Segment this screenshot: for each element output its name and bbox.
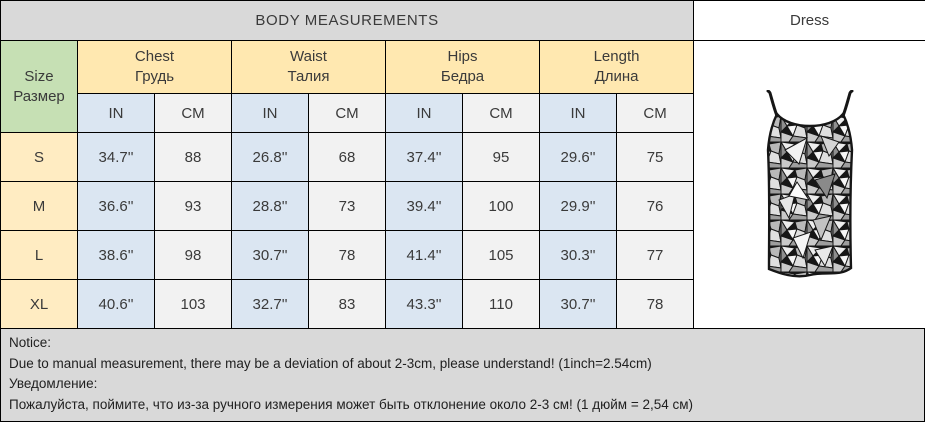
measurement-cell: 34.7'' <box>77 132 155 182</box>
measurement-cell: 29.9'' <box>539 181 617 231</box>
measurement-cell: 43.3'' <box>385 279 463 329</box>
table-row-l: L 38.6'' 98 30.7'' 78 41.4'' 105 30.3'' … <box>0 230 925 280</box>
measurement-cell: 110 <box>462 279 540 329</box>
notice-text-en: Due to manual measurement, there may be … <box>9 355 652 371</box>
measurement-cell: 105 <box>462 230 540 280</box>
measurement-cell: 41.4'' <box>385 230 463 280</box>
page-title: BODY MEASUREMENTS <box>0 0 695 41</box>
measurement-cell: 26.8'' <box>231 132 309 182</box>
size-label: M <box>0 181 78 231</box>
unit-header-waist-cm: CM <box>308 93 386 133</box>
notice-label-en: Notice: <box>9 335 52 350</box>
table-row-xl: XL 40.6'' 103 32.7'' 83 43.3'' 110 30.7'… <box>0 279 925 329</box>
measurement-cell: 77 <box>615 230 695 280</box>
measurement-cell: 75 <box>615 132 695 182</box>
measurement-cell: 100 <box>462 181 540 231</box>
measurement-cell: 103 <box>154 279 232 329</box>
size-label-ru: Размер <box>13 87 65 105</box>
title-row: BODY MEASUREMENTS Dress <box>0 0 925 41</box>
measurement-cell: 78 <box>615 279 695 329</box>
right-strap <box>841 89 854 117</box>
unit-header-hips-in: IN <box>385 93 463 133</box>
unit-header-chest-cm: CM <box>154 93 232 133</box>
group-header-hips: Hips Бедра <box>385 40 540 94</box>
measurement-cell: 32.7'' <box>231 279 309 329</box>
notice: Notice: Due to manual measurement, there… <box>0 329 925 422</box>
table-row-m: M 36.6'' 93 28.8'' 73 39.4'' 100 29.9'' … <box>0 181 925 231</box>
group-header-length: Length Длина <box>538 40 695 94</box>
measurement-cell: 88 <box>154 132 232 182</box>
notice-text-ru: Пожалуйста, поймите, что из-за ручного и… <box>9 396 694 412</box>
length-label-ru: Длина <box>594 68 639 85</box>
left-strap <box>766 89 779 117</box>
measurement-cell: 83 <box>308 279 386 329</box>
size-label: XL <box>0 279 78 329</box>
hips-label-ru: Бедра <box>440 68 485 85</box>
chest-label-ru: Грудь <box>134 68 175 85</box>
measurement-cell: 76 <box>615 181 695 231</box>
measurement-cell: 78 <box>308 230 386 280</box>
table-row-s: S 34.7'' 88 26.8'' 68 37.4'' 95 29.6'' 7… <box>0 132 925 182</box>
unit-header-length-in: IN <box>539 93 617 133</box>
measurement-cell: 30.3'' <box>539 230 617 280</box>
measurement-cell: 93 <box>154 181 232 231</box>
group-header-waist: Waist Талия <box>231 40 386 94</box>
product-image-cell <box>693 40 925 329</box>
unit-header-hips-cm: CM <box>462 93 540 133</box>
size-label: S <box>0 132 78 182</box>
measurement-cell: 30.7'' <box>539 279 617 329</box>
measurement-cell: 40.6'' <box>77 279 155 329</box>
size-label: L <box>0 230 78 280</box>
group-header-chest: Chest Грудь <box>77 40 232 94</box>
dress-image-wrap <box>695 42 925 328</box>
measurement-cell: 73 <box>308 181 386 231</box>
size-column-header: Size Размер <box>0 40 78 133</box>
size-label-en: Size <box>24 67 54 85</box>
measurement-cell: 95 <box>462 132 540 182</box>
measurement-cell: 29.6'' <box>539 132 617 182</box>
notice-label-ru: Уведомление: <box>9 376 98 392</box>
unit-header-row: IN CM IN CM IN CM IN CM <box>1 93 925 133</box>
group-header-row: Size Размер Chest Грудь Waist Талия Hips… <box>0 40 925 329</box>
waist-label-ru: Талия <box>287 68 330 85</box>
unit-header-waist-in: IN <box>231 93 309 133</box>
dress-image <box>766 89 854 278</box>
measurement-cell: 39.4'' <box>385 181 463 231</box>
measurement-cell: 28.8'' <box>231 181 309 231</box>
measurement-cell: 37.4'' <box>385 132 463 182</box>
waist-label-en: Waist <box>290 48 327 65</box>
product-name: Dress <box>693 0 925 41</box>
measurement-cell: 36.6'' <box>77 181 155 231</box>
measurement-cell: 38.6'' <box>77 230 155 280</box>
unit-header-length-cm: CM <box>615 93 695 133</box>
measurement-cell: 68 <box>308 132 386 182</box>
chest-label-en: Chest <box>134 48 175 65</box>
length-label-en: Length <box>593 48 640 65</box>
measurement-cell: 30.7'' <box>231 230 309 280</box>
measurements-table: BODY MEASUREMENTS Dress Size Размер Ches… <box>0 0 925 329</box>
hips-label-en: Hips <box>447 48 478 65</box>
measurement-cell: 98 <box>154 230 232 280</box>
unit-header-chest-in: IN <box>77 93 155 133</box>
